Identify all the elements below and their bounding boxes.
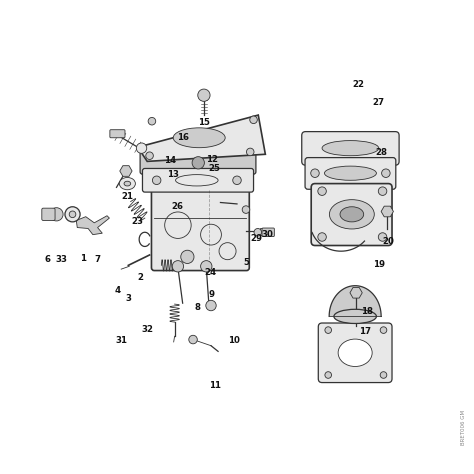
Circle shape: [65, 207, 80, 222]
Text: 17: 17: [358, 327, 371, 336]
FancyBboxPatch shape: [110, 130, 125, 138]
Text: 18: 18: [361, 307, 373, 316]
Circle shape: [50, 208, 63, 221]
Text: 4: 4: [115, 286, 121, 295]
Circle shape: [148, 118, 156, 125]
Text: 7: 7: [94, 255, 100, 264]
Circle shape: [382, 169, 390, 177]
Polygon shape: [120, 166, 132, 176]
Text: 33: 33: [55, 255, 67, 264]
Ellipse shape: [322, 141, 379, 156]
Text: 8: 8: [195, 303, 201, 312]
Ellipse shape: [124, 181, 131, 186]
Text: 2: 2: [137, 273, 143, 282]
Text: 16: 16: [177, 133, 189, 142]
FancyBboxPatch shape: [318, 323, 392, 383]
Ellipse shape: [340, 207, 364, 222]
Text: 12: 12: [206, 155, 219, 164]
Text: 26: 26: [171, 202, 183, 211]
FancyBboxPatch shape: [311, 183, 392, 246]
Circle shape: [233, 176, 241, 184]
Text: 27: 27: [373, 98, 385, 107]
Text: 6: 6: [44, 255, 50, 264]
Ellipse shape: [329, 200, 374, 229]
Text: BRET006 GM: BRET006 GM: [461, 410, 466, 445]
Polygon shape: [350, 287, 362, 298]
Circle shape: [254, 228, 262, 236]
Circle shape: [146, 152, 154, 159]
Text: 5: 5: [244, 258, 249, 267]
Circle shape: [246, 148, 254, 156]
Polygon shape: [76, 216, 109, 235]
Circle shape: [192, 156, 204, 169]
Ellipse shape: [324, 166, 376, 180]
Text: 3: 3: [125, 294, 131, 303]
Text: 10: 10: [228, 337, 240, 346]
Circle shape: [318, 187, 326, 195]
Circle shape: [380, 327, 387, 333]
Ellipse shape: [334, 310, 376, 323]
Text: 21: 21: [121, 192, 133, 201]
Ellipse shape: [119, 177, 136, 190]
Bar: [260, 228, 267, 235]
FancyBboxPatch shape: [152, 187, 249, 271]
Text: 23: 23: [132, 218, 144, 227]
FancyBboxPatch shape: [302, 132, 399, 165]
Polygon shape: [138, 115, 265, 161]
FancyBboxPatch shape: [305, 157, 396, 189]
Text: 24: 24: [204, 268, 216, 277]
Text: 13: 13: [167, 170, 179, 179]
Text: 32: 32: [141, 325, 153, 334]
Circle shape: [318, 233, 326, 241]
Text: 29: 29: [250, 234, 262, 243]
Circle shape: [206, 301, 216, 311]
Circle shape: [325, 372, 331, 378]
Ellipse shape: [173, 128, 225, 148]
Circle shape: [172, 261, 183, 272]
Circle shape: [198, 89, 210, 101]
Text: 28: 28: [375, 148, 387, 157]
Text: 14: 14: [164, 156, 176, 165]
Circle shape: [189, 335, 197, 344]
Circle shape: [201, 261, 212, 272]
Text: 15: 15: [198, 118, 210, 127]
FancyBboxPatch shape: [140, 152, 256, 174]
Circle shape: [242, 206, 250, 213]
Text: 20: 20: [383, 237, 394, 246]
Text: 11: 11: [209, 382, 221, 391]
Circle shape: [311, 169, 319, 177]
Circle shape: [378, 187, 387, 195]
Text: 22: 22: [353, 80, 365, 89]
Circle shape: [378, 233, 387, 241]
Text: 30: 30: [262, 230, 273, 239]
Ellipse shape: [338, 339, 372, 366]
Text: 19: 19: [373, 260, 385, 269]
Circle shape: [181, 250, 194, 264]
Circle shape: [153, 176, 161, 184]
Text: 31: 31: [115, 336, 127, 345]
FancyBboxPatch shape: [42, 208, 55, 220]
Circle shape: [380, 372, 387, 378]
Circle shape: [250, 116, 257, 124]
Polygon shape: [381, 206, 393, 217]
Text: 25: 25: [209, 164, 220, 173]
Circle shape: [69, 211, 76, 218]
Circle shape: [325, 327, 331, 333]
FancyBboxPatch shape: [262, 228, 274, 237]
FancyBboxPatch shape: [143, 168, 254, 192]
Text: 1: 1: [81, 254, 86, 263]
Circle shape: [137, 143, 147, 154]
Text: 9: 9: [209, 290, 215, 299]
